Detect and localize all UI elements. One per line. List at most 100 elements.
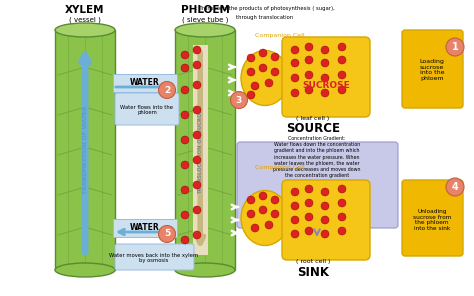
Circle shape bbox=[338, 71, 346, 79]
Circle shape bbox=[446, 178, 464, 196]
Circle shape bbox=[291, 74, 299, 82]
Circle shape bbox=[338, 86, 346, 94]
Bar bbox=[113, 74, 177, 92]
Circle shape bbox=[305, 86, 313, 94]
Bar bbox=[193, 45, 208, 255]
Circle shape bbox=[291, 202, 299, 210]
FancyBboxPatch shape bbox=[282, 180, 370, 260]
Circle shape bbox=[271, 53, 279, 61]
FancyBboxPatch shape bbox=[237, 142, 398, 228]
Ellipse shape bbox=[175, 263, 235, 277]
Circle shape bbox=[247, 210, 255, 218]
Text: SINK: SINK bbox=[297, 266, 329, 279]
Text: 4: 4 bbox=[452, 182, 458, 192]
Ellipse shape bbox=[55, 263, 115, 277]
Text: 3: 3 bbox=[236, 96, 242, 104]
Circle shape bbox=[338, 227, 346, 235]
Circle shape bbox=[305, 199, 313, 207]
Circle shape bbox=[291, 230, 299, 238]
Circle shape bbox=[338, 43, 346, 51]
Text: TRANSLOCATION OF SUCROSE: TRANSLOCATION OF SUCROSE bbox=[198, 106, 203, 194]
Circle shape bbox=[247, 54, 255, 62]
Circle shape bbox=[265, 79, 273, 87]
Circle shape bbox=[321, 188, 329, 196]
Text: through translocation: through translocation bbox=[237, 15, 293, 20]
Circle shape bbox=[305, 43, 313, 51]
Circle shape bbox=[305, 227, 313, 235]
Circle shape bbox=[181, 86, 189, 94]
Bar bbox=[113, 219, 177, 237]
Bar bbox=[55, 30, 115, 270]
Text: ( leaf cell ): ( leaf cell ) bbox=[296, 115, 329, 120]
Text: ( sieve tube ): ( sieve tube ) bbox=[182, 17, 228, 23]
Text: SOURCE: SOURCE bbox=[286, 121, 340, 134]
Bar bbox=[175, 30, 235, 270]
Circle shape bbox=[446, 38, 464, 56]
Circle shape bbox=[321, 46, 329, 54]
FancyBboxPatch shape bbox=[402, 30, 463, 108]
Ellipse shape bbox=[55, 23, 115, 37]
Circle shape bbox=[193, 81, 201, 89]
Circle shape bbox=[265, 221, 273, 229]
Text: 1: 1 bbox=[452, 42, 458, 52]
Text: PHLOEM: PHLOEM bbox=[181, 5, 229, 15]
Circle shape bbox=[181, 111, 189, 119]
Circle shape bbox=[338, 185, 346, 193]
Circle shape bbox=[193, 46, 201, 54]
Text: Water moves back into the xylem
by osmosis: Water moves back into the xylem by osmos… bbox=[109, 252, 199, 263]
Circle shape bbox=[158, 81, 175, 99]
FancyBboxPatch shape bbox=[115, 244, 194, 270]
Circle shape bbox=[193, 61, 201, 69]
Text: Companion Cell: Companion Cell bbox=[255, 165, 305, 170]
Circle shape bbox=[321, 202, 329, 210]
Circle shape bbox=[181, 236, 189, 244]
Circle shape bbox=[193, 106, 201, 114]
Circle shape bbox=[321, 216, 329, 224]
Circle shape bbox=[247, 196, 255, 204]
Circle shape bbox=[193, 156, 201, 164]
Circle shape bbox=[305, 185, 313, 193]
Text: Unloading
sucrose from
the phloem
into the sink: Unloading sucrose from the phloem into t… bbox=[413, 209, 451, 231]
Ellipse shape bbox=[175, 23, 235, 37]
Circle shape bbox=[305, 71, 313, 79]
Text: Concentration Gradient:
Water flows down the concentration
gradient and into the: Concentration Gradient: Water flows down… bbox=[273, 136, 361, 178]
Circle shape bbox=[305, 56, 313, 64]
Circle shape bbox=[181, 211, 189, 219]
Circle shape bbox=[321, 59, 329, 67]
FancyBboxPatch shape bbox=[402, 180, 463, 256]
Text: Loading
sucrose
into the
phloem: Loading sucrose into the phloem bbox=[419, 59, 445, 81]
Circle shape bbox=[247, 91, 255, 99]
Circle shape bbox=[321, 74, 329, 82]
Ellipse shape bbox=[241, 191, 289, 245]
Circle shape bbox=[338, 56, 346, 64]
Circle shape bbox=[230, 91, 247, 109]
Circle shape bbox=[181, 161, 189, 169]
Circle shape bbox=[338, 199, 346, 207]
FancyBboxPatch shape bbox=[282, 37, 370, 117]
Circle shape bbox=[181, 186, 189, 194]
Circle shape bbox=[251, 82, 259, 90]
Circle shape bbox=[321, 89, 329, 97]
Circle shape bbox=[193, 181, 201, 189]
Text: WATER: WATER bbox=[130, 78, 160, 86]
Circle shape bbox=[291, 46, 299, 54]
Circle shape bbox=[193, 131, 201, 139]
Text: WATER: WATER bbox=[130, 223, 160, 231]
Text: 5: 5 bbox=[164, 229, 170, 239]
Text: Water flows into the
phloem: Water flows into the phloem bbox=[120, 104, 173, 115]
Circle shape bbox=[291, 216, 299, 224]
Circle shape bbox=[193, 231, 201, 239]
Circle shape bbox=[251, 224, 259, 232]
Circle shape bbox=[247, 68, 255, 76]
Circle shape bbox=[291, 89, 299, 97]
Circle shape bbox=[181, 51, 189, 59]
Circle shape bbox=[291, 59, 299, 67]
Text: Companion Cell: Companion Cell bbox=[255, 33, 305, 38]
Circle shape bbox=[193, 206, 201, 214]
FancyBboxPatch shape bbox=[115, 93, 179, 125]
Circle shape bbox=[181, 64, 189, 72]
Circle shape bbox=[181, 136, 189, 144]
Circle shape bbox=[271, 68, 279, 76]
Text: XYLEM: XYLEM bbox=[65, 5, 105, 15]
Circle shape bbox=[259, 206, 267, 214]
